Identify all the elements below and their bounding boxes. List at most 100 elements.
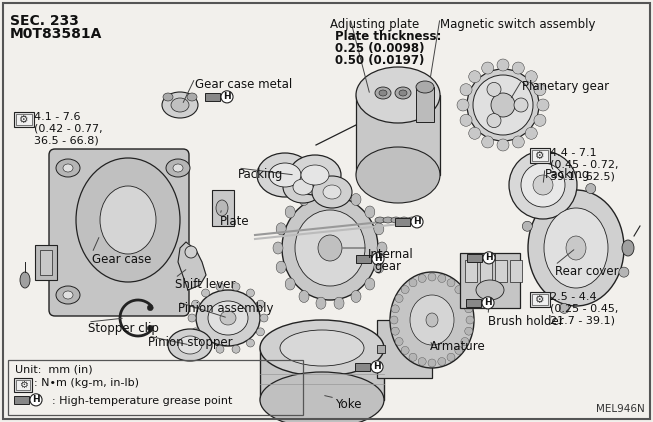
- Ellipse shape: [285, 278, 295, 290]
- Ellipse shape: [276, 261, 286, 273]
- Bar: [40, 250, 52, 275]
- Text: gear: gear: [374, 260, 401, 273]
- Ellipse shape: [232, 283, 240, 291]
- Ellipse shape: [513, 136, 524, 148]
- Ellipse shape: [476, 280, 504, 300]
- Ellipse shape: [374, 223, 384, 235]
- Ellipse shape: [191, 300, 200, 308]
- Ellipse shape: [148, 325, 153, 331]
- Ellipse shape: [482, 136, 494, 148]
- Ellipse shape: [455, 286, 463, 294]
- Bar: [495, 260, 507, 282]
- Ellipse shape: [375, 217, 385, 223]
- FancyBboxPatch shape: [49, 149, 189, 316]
- Ellipse shape: [312, 176, 352, 208]
- Ellipse shape: [56, 159, 80, 177]
- Ellipse shape: [497, 139, 509, 151]
- Text: M0T83581A: M0T83581A: [10, 27, 103, 41]
- Text: H: H: [373, 362, 381, 371]
- Ellipse shape: [411, 216, 423, 228]
- Bar: [530, 292, 550, 307]
- Ellipse shape: [466, 316, 474, 324]
- Ellipse shape: [372, 253, 384, 265]
- Bar: [14, 378, 32, 392]
- Ellipse shape: [168, 329, 212, 361]
- Ellipse shape: [188, 314, 196, 322]
- Ellipse shape: [391, 305, 399, 313]
- Ellipse shape: [293, 179, 313, 195]
- Ellipse shape: [299, 194, 309, 206]
- Text: 0.25 (0.0098): 0.25 (0.0098): [335, 42, 424, 55]
- Ellipse shape: [371, 361, 383, 373]
- Ellipse shape: [356, 67, 440, 123]
- Text: H: H: [485, 253, 493, 262]
- Ellipse shape: [246, 339, 255, 347]
- Bar: [356, 95, 440, 175]
- Bar: [14, 396, 29, 404]
- Text: : N•m (kg-m, in-lb): : N•m (kg-m, in-lb): [34, 378, 139, 388]
- Ellipse shape: [461, 338, 469, 346]
- Ellipse shape: [56, 286, 80, 304]
- Ellipse shape: [257, 153, 313, 197]
- Ellipse shape: [534, 84, 546, 96]
- Ellipse shape: [469, 71, 481, 83]
- Text: : High-temperature grease point: : High-temperature grease point: [52, 396, 232, 406]
- Ellipse shape: [282, 196, 378, 300]
- Ellipse shape: [220, 311, 236, 325]
- Text: SEC. 233: SEC. 233: [10, 14, 79, 28]
- Ellipse shape: [482, 297, 494, 309]
- Ellipse shape: [537, 99, 549, 111]
- Ellipse shape: [533, 175, 553, 195]
- Text: 2.5 - 4.4
(0.25 - 0.45,
21.7 - 39.1): 2.5 - 4.4 (0.25 - 0.45, 21.7 - 39.1): [550, 292, 618, 325]
- Ellipse shape: [399, 90, 407, 96]
- Ellipse shape: [521, 163, 565, 207]
- Ellipse shape: [289, 155, 341, 195]
- Bar: [260, 348, 384, 400]
- Ellipse shape: [377, 242, 387, 254]
- Ellipse shape: [438, 274, 446, 282]
- Bar: [510, 260, 522, 282]
- Bar: [530, 148, 550, 163]
- Ellipse shape: [390, 272, 474, 368]
- Ellipse shape: [544, 208, 608, 288]
- Ellipse shape: [465, 305, 473, 313]
- Text: ⚙: ⚙: [19, 115, 29, 124]
- Ellipse shape: [416, 81, 434, 93]
- Ellipse shape: [401, 346, 409, 354]
- Ellipse shape: [334, 187, 344, 199]
- Ellipse shape: [260, 320, 384, 376]
- Ellipse shape: [483, 252, 495, 264]
- Ellipse shape: [334, 297, 344, 309]
- Text: H: H: [32, 395, 40, 404]
- Ellipse shape: [216, 200, 228, 216]
- Ellipse shape: [460, 114, 472, 126]
- Ellipse shape: [260, 314, 268, 322]
- Ellipse shape: [395, 87, 411, 99]
- Ellipse shape: [323, 185, 341, 199]
- Ellipse shape: [375, 87, 391, 99]
- Ellipse shape: [316, 297, 326, 309]
- Ellipse shape: [166, 159, 190, 177]
- Ellipse shape: [316, 187, 326, 199]
- Ellipse shape: [269, 163, 301, 187]
- Bar: [532, 294, 548, 306]
- Text: Packing: Packing: [545, 168, 590, 181]
- Ellipse shape: [20, 272, 30, 288]
- Text: Stopper clip: Stopper clip: [88, 322, 159, 335]
- Ellipse shape: [365, 278, 375, 290]
- Ellipse shape: [379, 90, 387, 96]
- Ellipse shape: [63, 164, 73, 172]
- Ellipse shape: [534, 114, 546, 126]
- Ellipse shape: [221, 91, 233, 103]
- Ellipse shape: [447, 279, 455, 287]
- Bar: [395, 218, 410, 226]
- Bar: [14, 112, 33, 127]
- Ellipse shape: [318, 235, 342, 261]
- Ellipse shape: [473, 75, 533, 135]
- Ellipse shape: [401, 286, 409, 294]
- Ellipse shape: [566, 236, 586, 260]
- Text: 0.50 (0.0197): 0.50 (0.0197): [335, 54, 424, 67]
- Text: H: H: [413, 217, 421, 226]
- Ellipse shape: [301, 165, 329, 185]
- Bar: [465, 260, 477, 282]
